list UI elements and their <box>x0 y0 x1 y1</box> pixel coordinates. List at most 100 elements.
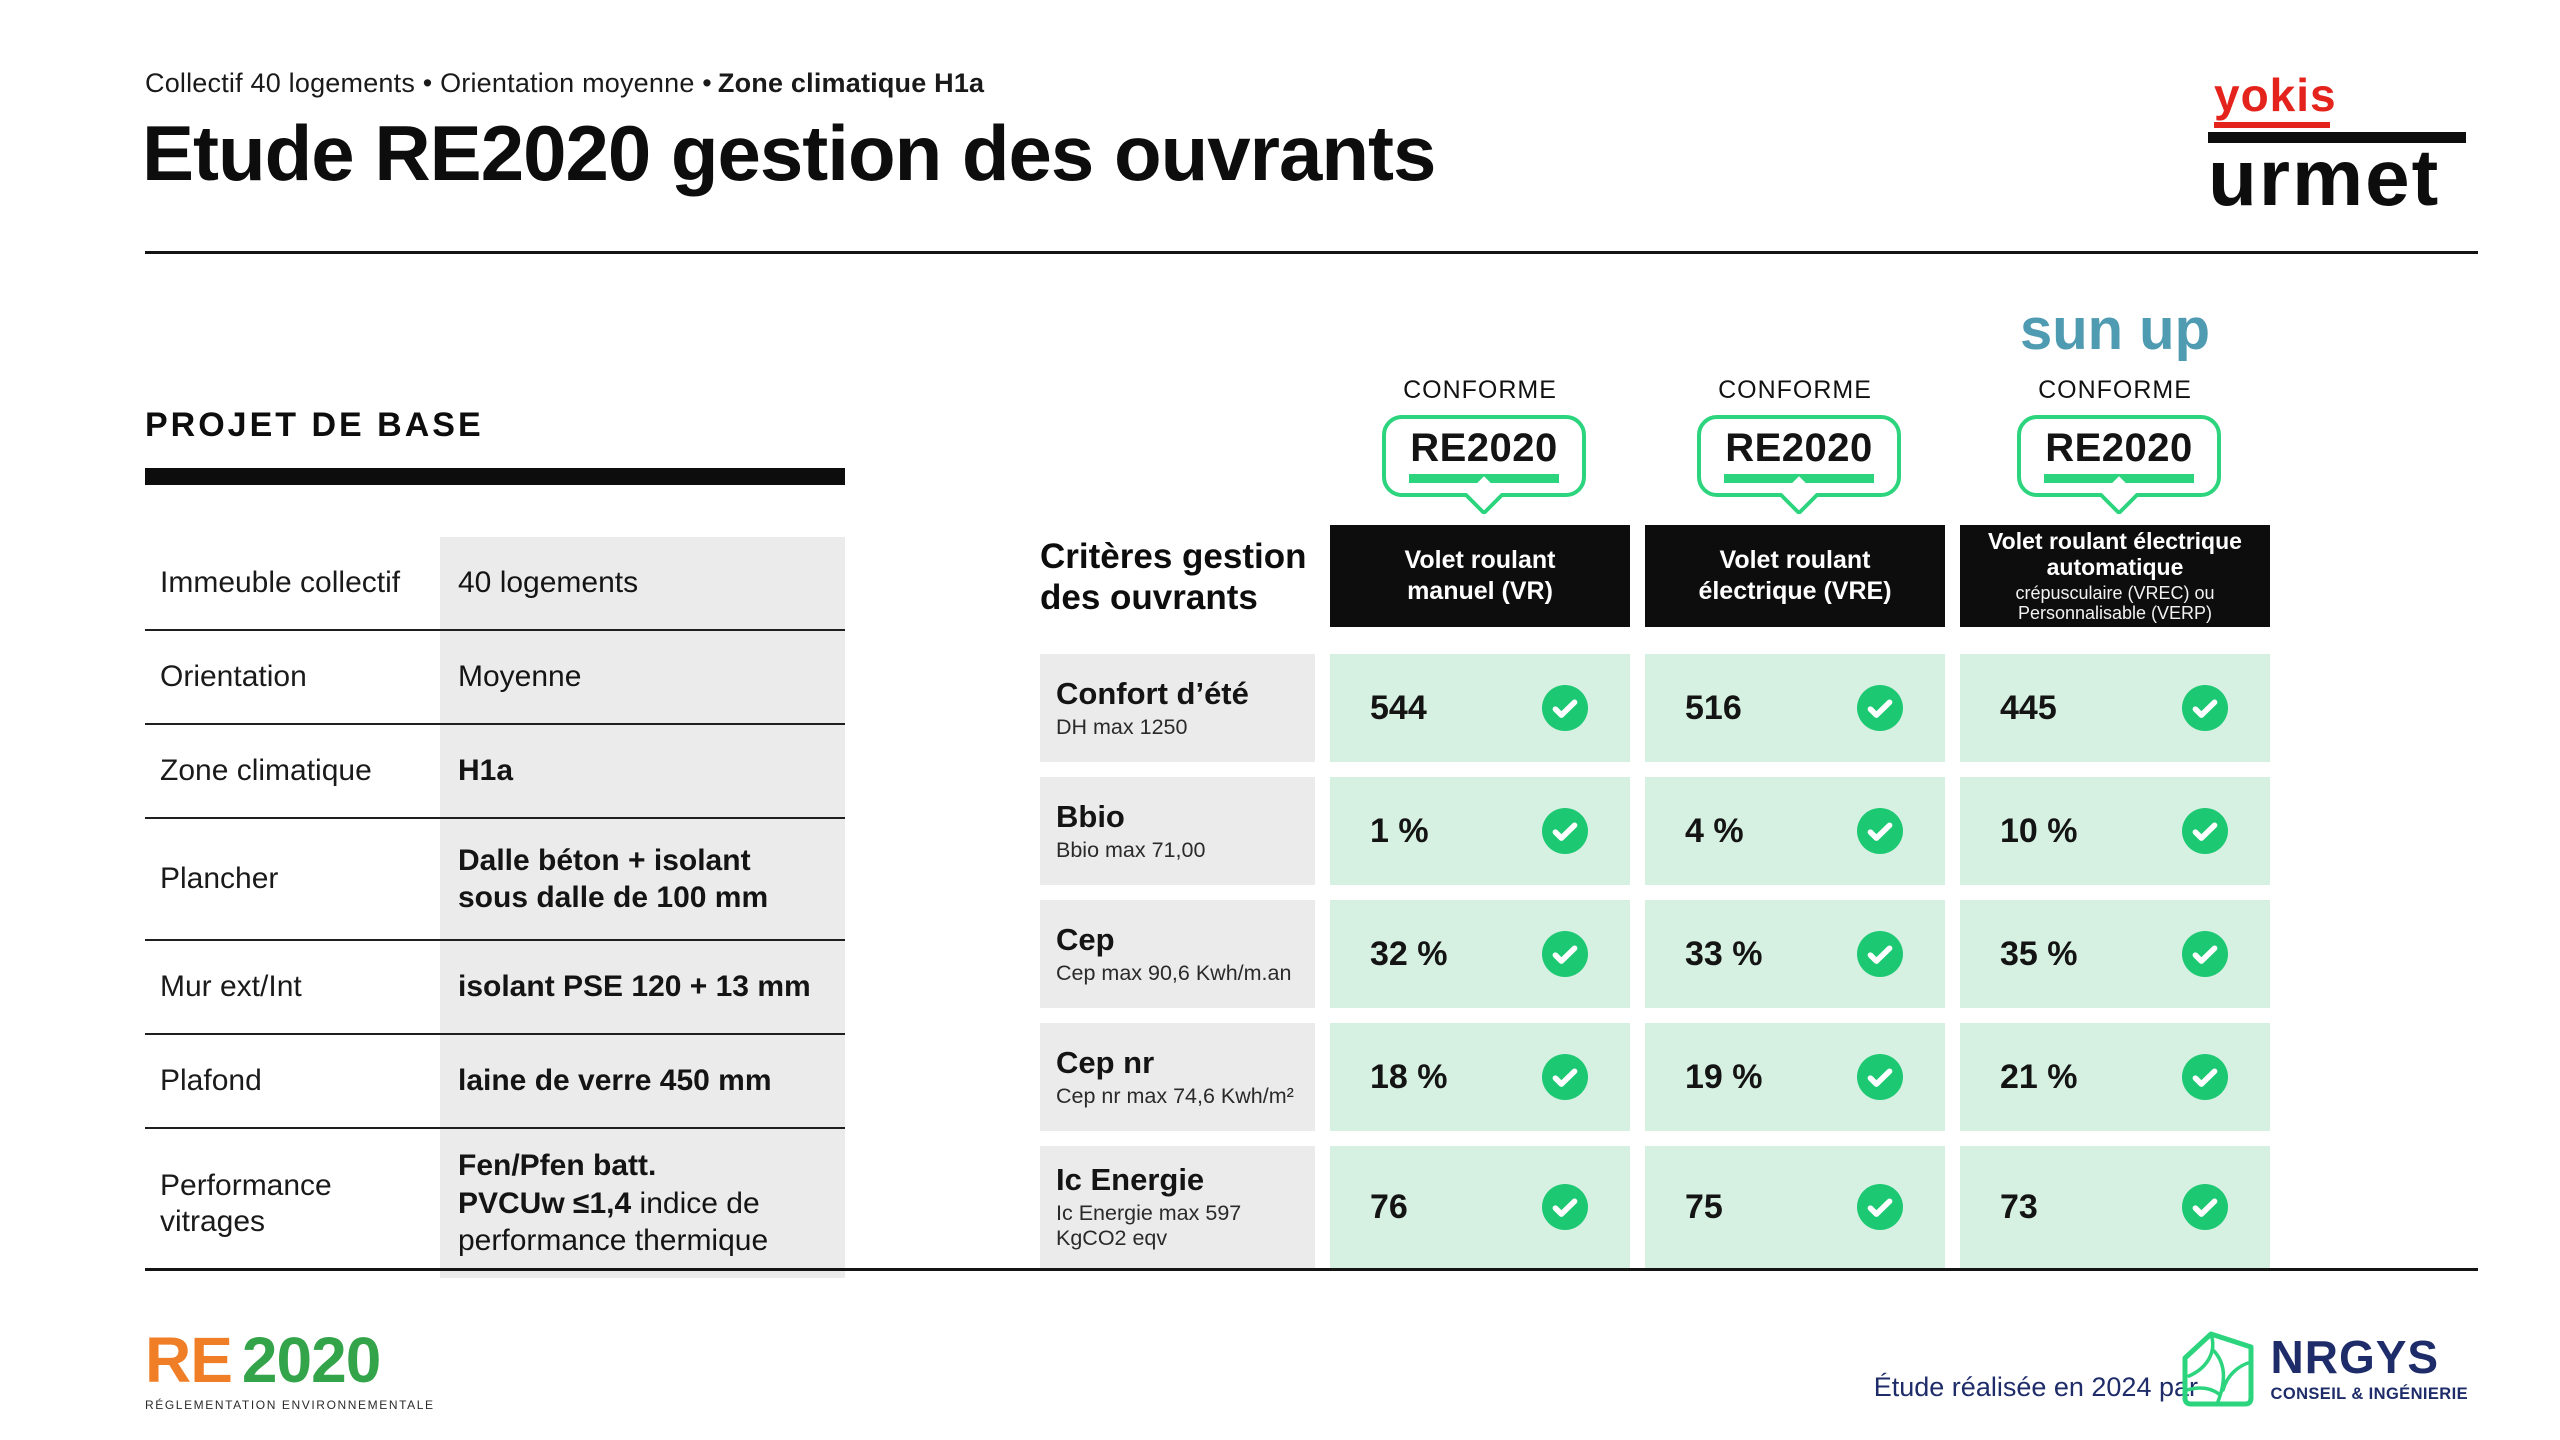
project-row-value: Fen/Pfen batt. PVCUw ≤1,4 indice de perf… <box>440 1129 845 1278</box>
value-text: 10 % <box>2000 811 2078 850</box>
check-icon <box>1542 685 1588 731</box>
breadcrumb-bold: Zone climatique H1a <box>717 68 985 98</box>
check-icon <box>1857 808 1903 854</box>
criteria-row-label-confort: Confort d’été DH max 1250 <box>1040 654 1315 762</box>
page-title: Etude RE2020 gestion des ouvrants <box>142 109 1436 197</box>
check-icon <box>1857 685 1903 731</box>
badge-text: RE2020 <box>1410 426 1558 470</box>
project-row-value: Moyenne <box>440 631 845 723</box>
urmet-logo-text: urmet <box>2208 133 2441 222</box>
value-cell: 75 <box>1645 1146 1945 1268</box>
sunup-logo: sun up <box>2019 297 2211 362</box>
badge-text: RE2020 <box>1725 426 1873 470</box>
project-row-label: Orientation <box>160 660 307 693</box>
value-text: 32 % <box>1370 934 1448 973</box>
project-heading-bar <box>145 468 845 485</box>
breadcrumb-plain: Collectif 40 logements • Orientation moy… <box>145 68 712 98</box>
conforme-label: CONFORME <box>1403 376 1557 404</box>
column-header-vre: Volet roulant électrique (VRE) <box>1645 525 1945 627</box>
criteria-name: Confort d’été <box>1056 675 1249 711</box>
conforme-label: CONFORME <box>1718 376 1872 404</box>
criteria-threshold: Ic Energie max 597 KgCO2 eqv <box>1056 1201 1242 1251</box>
project-row-orientation: Orientation Moyenne <box>145 629 845 723</box>
check-icon <box>1857 1054 1903 1100</box>
criteria-name: Bbio <box>1056 798 1125 834</box>
criteria-row-label-bbio: Bbio Bbio max 71,00 <box>1040 777 1315 885</box>
project-row-plancher: Plancher Dalle béton + isolant sous dall… <box>145 817 845 939</box>
criteria-threshold: Cep nr max 74,6 Kwh/m² <box>1056 1083 1294 1108</box>
value-cell: 32 % <box>1330 900 1630 1008</box>
yokis-logo-text: yokis <box>2214 69 2337 121</box>
value-cell: 33 % <box>1645 900 1945 1008</box>
column-title: Volet roulant électrique automatique <box>1988 527 2242 581</box>
check-icon <box>2182 808 2228 854</box>
project-value-bold: Fen/Pfen batt. PVCUw ≤1,4 <box>458 1149 657 1220</box>
nrgys-name: NRGYS <box>2270 1331 2440 1383</box>
value-cell: 18 % <box>1330 1023 1630 1131</box>
criteria-threshold: Bbio max 71,00 <box>1056 837 1206 862</box>
urmet-top-bar <box>2208 132 2466 143</box>
value-cell: 1 % <box>1330 777 1630 885</box>
value-text: 35 % <box>2000 934 2078 973</box>
value-text: 445 <box>2000 688 2057 727</box>
value-text: 75 <box>1685 1187 1723 1226</box>
criteria-threshold: Cep max 90,6 Kwh/m.an <box>1056 960 1292 985</box>
value-text: 4 % <box>1685 811 1744 850</box>
value-cell: 35 % <box>1960 900 2270 1008</box>
project-value-normal: indice de performance thermique <box>458 1186 769 1258</box>
breadcrumb: Collectif 40 logements • Orientation moy… <box>145 68 984 99</box>
check-icon <box>2182 1184 2228 1230</box>
check-icon <box>2182 685 2228 731</box>
project-row-label: Zone climatique <box>160 754 372 787</box>
value-text: 516 <box>1685 688 1742 727</box>
project-section-heading: PROJET DE BASE <box>145 406 484 444</box>
column-header-vr: Volet roulant manuel (VR) <box>1330 525 1630 627</box>
yokis-underline <box>2214 122 2330 128</box>
check-icon <box>2182 931 2228 977</box>
nrgys-logo: NRGYS CONSEIL & INGÉNIERIE <box>2177 1328 2468 1410</box>
criteria-name: Ic Energie <box>1056 1162 1205 1198</box>
re2020-logo-re: RE <box>145 1324 233 1396</box>
project-row-value: laine de verre 450 mm <box>440 1035 845 1127</box>
value-text: 73 <box>2000 1187 2038 1226</box>
value-text: 33 % <box>1685 934 1763 973</box>
nrgys-tagline: CONSEIL & INGÉNIERIE <box>2270 1385 2468 1403</box>
check-icon <box>1542 1184 1588 1230</box>
nrgys-house-icon <box>2182 1331 2254 1407</box>
criteria-threshold: DH max 1250 <box>1056 714 1188 739</box>
criteria-name: Cep <box>1056 921 1115 957</box>
project-value-text: Fen/Pfen batt. PVCUw ≤1,4 indice de perf… <box>458 1147 768 1260</box>
check-icon <box>2182 1054 2228 1100</box>
re2020-logo-year: 2020 <box>241 1324 381 1396</box>
re2020-logo-caption: RÉGLEMENTATION ENVIRONNEMENTALE <box>145 1398 435 1412</box>
project-row-mur: Mur ext/Int isolant PSE 120 + 13 mm <box>145 939 845 1033</box>
check-icon <box>1857 931 1903 977</box>
value-cell: 73 <box>1960 1146 2270 1268</box>
column-title: Volet roulant électrique (VRE) <box>1698 545 1892 605</box>
project-row-label: Plafond <box>160 1064 262 1097</box>
re2020-badge: RE2020 <box>1382 415 1586 516</box>
criteria-row-label-cepnr: Cep nr Cep nr max 74,6 Kwh/m² <box>1040 1023 1315 1131</box>
check-icon <box>1857 1184 1903 1230</box>
project-row-plafond: Plafond laine de verre 450 mm <box>145 1033 845 1127</box>
project-row-value: isolant PSE 120 + 13 mm <box>440 941 845 1033</box>
column-header-vrec: Volet roulant électrique automatique cré… <box>1960 525 2270 627</box>
project-row-label: Performance vitrages <box>160 1168 332 1238</box>
project-row-value: Dalle béton + isolant sous dalle de 100 … <box>440 819 845 939</box>
criteria-name: Cep nr <box>1056 1044 1155 1080</box>
badge-text: RE2020 <box>2045 426 2193 470</box>
value-cell: 4 % <box>1645 777 1945 885</box>
value-cell: 544 <box>1330 654 1630 762</box>
check-icon <box>1542 1054 1588 1100</box>
re2020-badge: RE2020 <box>2017 415 2221 516</box>
value-text: 76 <box>1370 1187 1408 1226</box>
column-subtitle: crépusculaire (VREC) ou Personnalisable … <box>2015 582 2215 624</box>
check-icon <box>1542 931 1588 977</box>
value-cell: 516 <box>1645 654 1945 762</box>
re2020-footer-logo: RE 2020 RÉGLEMENTATION ENVIRONNEMENTALE <box>145 1328 435 1412</box>
credit-text: Étude réalisée en 2024 par <box>1873 1372 2198 1402</box>
criteria-row-label-cep: Cep Cep max 90,6 Kwh/m.an <box>1040 900 1315 1008</box>
value-text: 544 <box>1370 688 1427 727</box>
value-cell: 76 <box>1330 1146 1630 1268</box>
project-row-label: Plancher <box>160 862 279 895</box>
